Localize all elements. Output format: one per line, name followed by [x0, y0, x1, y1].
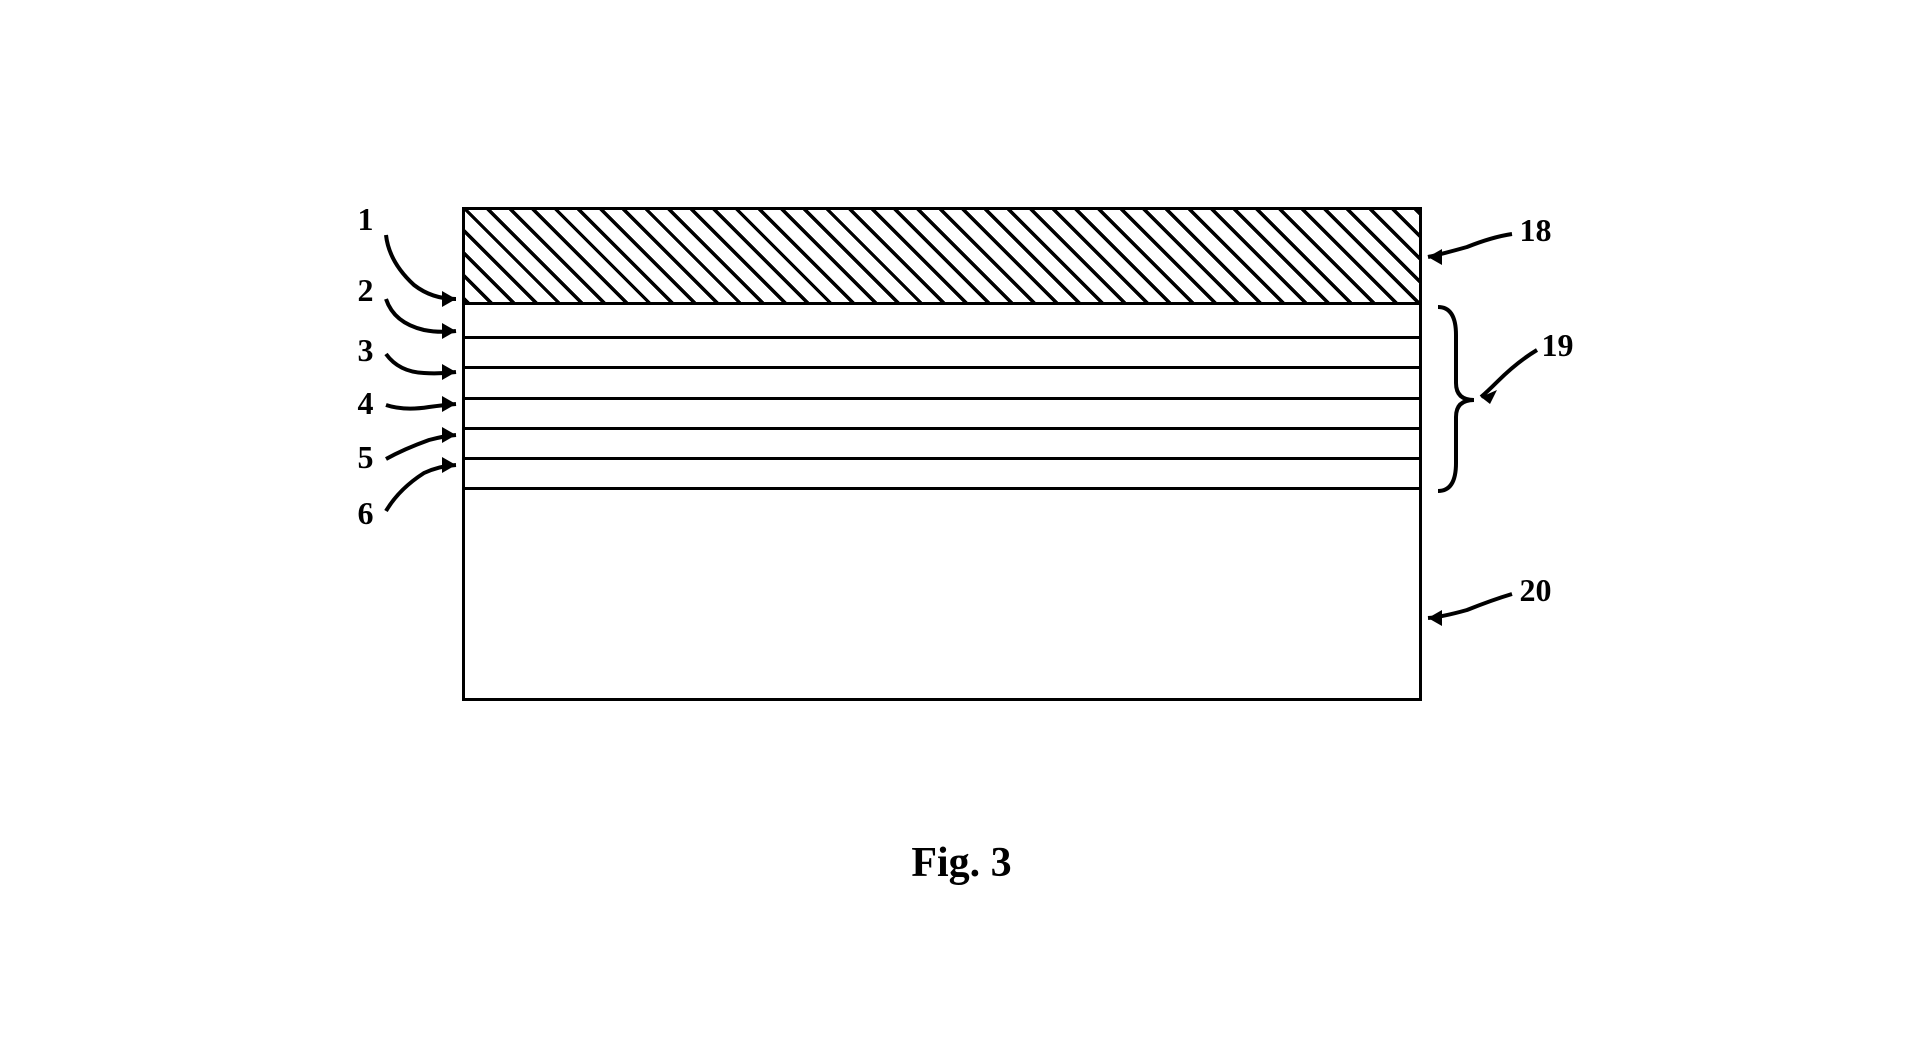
layer-2: [465, 305, 1419, 339]
label-4: 4: [358, 385, 374, 422]
arrow-left-6: [374, 459, 464, 519]
layer-5: [465, 400, 1419, 430]
label-5: 5: [358, 439, 374, 476]
arrow-left-1: [374, 217, 464, 307]
label-6: 6: [358, 495, 374, 532]
arrow-left-4: [374, 389, 464, 424]
layer-4: [465, 369, 1419, 400]
arrow-right-18: [1422, 222, 1522, 282]
figure-container: 1 2 3 4 5 6 18 1: [262, 127, 1662, 927]
label-19: 19: [1542, 327, 1574, 364]
layer-diagram: [462, 207, 1422, 701]
arrow-right-20: [1422, 582, 1522, 642]
label-18: 18: [1520, 212, 1552, 249]
arrow-left-5: [374, 427, 464, 467]
layer-6: [465, 430, 1419, 460]
label-3: 3: [358, 332, 374, 369]
label-2: 2: [358, 272, 374, 309]
layer-7: [465, 460, 1419, 490]
layer-substrate: [465, 490, 1419, 698]
layer-3: [465, 339, 1419, 369]
arrow-left-2: [374, 285, 464, 345]
label-20: 20: [1520, 572, 1552, 609]
arrow-right-19: [1477, 342, 1547, 402]
layer-1-hatched: [465, 210, 1419, 305]
brace-19: [1434, 305, 1484, 495]
figure-caption: Fig. 3: [262, 839, 1662, 887]
label-1: 1: [358, 201, 374, 238]
arrow-left-3: [374, 342, 464, 387]
